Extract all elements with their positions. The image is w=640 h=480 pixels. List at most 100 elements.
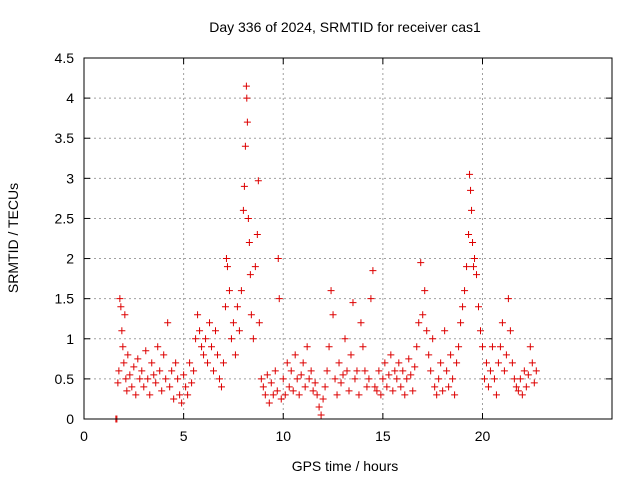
data-point — [423, 327, 431, 335]
data-point — [303, 343, 311, 351]
data-point — [307, 367, 315, 375]
y-tick-label: 2.5 — [55, 210, 75, 226]
data-point — [333, 391, 341, 399]
data-point — [502, 351, 510, 359]
data-point — [473, 271, 481, 279]
y-tick-label: 4.5 — [55, 50, 75, 66]
data-point — [365, 375, 373, 383]
data-point — [235, 327, 243, 335]
data-point — [377, 391, 385, 399]
chart-title: Day 336 of 2024, SRMTID for receiver cas… — [209, 19, 481, 35]
data-point — [385, 371, 393, 379]
data-point — [445, 383, 453, 391]
data-point — [237, 287, 245, 295]
data-point — [520, 367, 528, 375]
data-point — [222, 255, 230, 263]
data-point — [488, 343, 496, 351]
data-point — [347, 351, 355, 359]
data-point — [164, 319, 172, 327]
data-point — [508, 359, 516, 367]
data-point — [289, 387, 297, 395]
x-tick-label: 5 — [180, 428, 188, 444]
data-point — [389, 387, 397, 395]
data-point — [387, 351, 395, 359]
data-point — [168, 367, 176, 375]
y-tick-label: 1 — [66, 331, 74, 347]
data-point — [367, 295, 375, 303]
x-tick-label: 0 — [80, 428, 88, 444]
data-point — [192, 335, 200, 343]
data-point — [231, 351, 239, 359]
data-point — [263, 371, 271, 379]
data-point — [271, 367, 279, 375]
data-point — [301, 383, 309, 391]
x-tick-label: 15 — [375, 428, 391, 444]
data-point — [457, 319, 465, 327]
data-point — [247, 311, 255, 319]
data-point — [498, 319, 506, 327]
data-point — [319, 395, 327, 403]
data-point — [265, 399, 273, 407]
data-point — [417, 259, 425, 267]
data-point — [399, 367, 407, 375]
data-point — [255, 319, 263, 327]
data-point — [453, 359, 461, 367]
data-point — [146, 391, 154, 399]
data-point — [475, 303, 483, 311]
data-point — [142, 347, 150, 355]
data-point — [188, 379, 196, 387]
data-point — [297, 371, 305, 379]
data-point — [397, 383, 405, 391]
data-point — [433, 391, 441, 399]
x-axis-label: GPS time / hours — [292, 458, 399, 474]
data-point — [379, 375, 387, 383]
data-point — [494, 359, 502, 367]
data-point — [403, 375, 411, 383]
data-point — [371, 383, 379, 391]
data-point — [158, 387, 166, 395]
data-point — [160, 351, 168, 359]
y-tick-label: 3 — [66, 170, 74, 186]
data-point — [184, 391, 192, 399]
data-point — [311, 379, 319, 387]
data-point — [415, 319, 423, 327]
data-point — [514, 387, 522, 395]
data-point — [243, 118, 251, 126]
data-point — [465, 230, 473, 238]
data-point — [381, 359, 389, 367]
data-point — [115, 367, 123, 375]
data-point — [468, 206, 476, 214]
data-point — [437, 359, 445, 367]
data-point — [200, 351, 208, 359]
data-point — [305, 375, 313, 383]
data-point — [136, 375, 144, 383]
data-point — [172, 359, 180, 367]
data-point — [202, 335, 210, 343]
data-point — [120, 359, 128, 367]
data-point — [407, 371, 415, 379]
data-point — [259, 383, 267, 391]
data-point — [132, 391, 140, 399]
data-point — [119, 343, 127, 351]
data-point — [225, 287, 233, 295]
y-tick-label: 2 — [66, 251, 74, 267]
data-point — [355, 391, 363, 399]
data-point — [166, 383, 174, 391]
data-point — [174, 375, 182, 383]
data-point — [138, 367, 146, 375]
data-point — [425, 351, 433, 359]
data-point — [186, 359, 194, 367]
data-point — [361, 367, 369, 375]
data-point — [313, 391, 321, 399]
data-point — [148, 359, 156, 367]
data-point — [277, 395, 285, 403]
data-point — [526, 343, 534, 351]
data-point — [123, 387, 131, 395]
data-point — [229, 319, 237, 327]
data-point — [486, 367, 494, 375]
data-point — [253, 230, 261, 238]
data-point — [518, 391, 526, 399]
data-point — [178, 399, 186, 407]
data-point — [463, 263, 471, 271]
